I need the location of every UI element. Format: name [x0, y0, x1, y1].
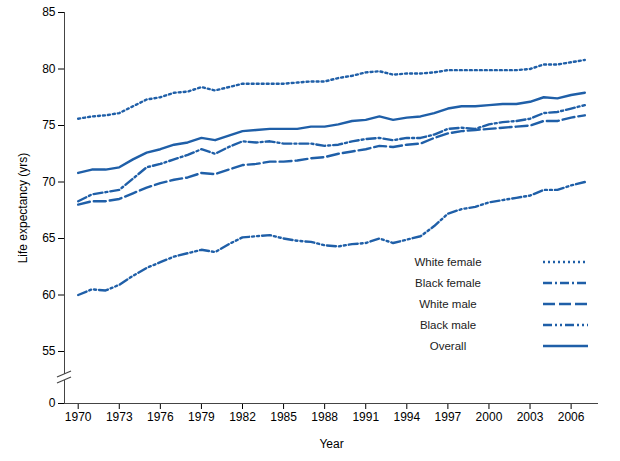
svg-text:75: 75: [42, 118, 56, 132]
svg-text:2003: 2003: [517, 410, 544, 424]
svg-text:Overall: Overall: [430, 340, 466, 352]
svg-text:1982: 1982: [229, 410, 256, 424]
svg-text:1988: 1988: [311, 410, 338, 424]
svg-text:Black female: Black female: [415, 277, 481, 289]
svg-text:1985: 1985: [270, 410, 297, 424]
svg-text:1973: 1973: [106, 410, 133, 424]
svg-text:White female: White female: [414, 256, 481, 268]
svg-text:85: 85: [42, 5, 56, 19]
svg-text:1991: 1991: [352, 410, 379, 424]
svg-text:Life expectancy (yrs): Life expectancy (yrs): [16, 153, 30, 264]
svg-text:80: 80: [42, 62, 56, 76]
svg-text:1970: 1970: [65, 410, 92, 424]
svg-text:70: 70: [42, 175, 56, 189]
svg-text:1994: 1994: [393, 410, 420, 424]
svg-text:2006: 2006: [558, 410, 585, 424]
svg-text:Black male: Black male: [420, 319, 476, 331]
svg-text:White male: White male: [419, 298, 477, 310]
svg-text:Year: Year: [319, 437, 343, 451]
svg-text:1979: 1979: [188, 410, 215, 424]
svg-text:65: 65: [42, 231, 56, 245]
svg-text:1997: 1997: [435, 410, 462, 424]
svg-text:55: 55: [42, 344, 56, 358]
svg-text:2000: 2000: [476, 410, 503, 424]
svg-text:0: 0: [49, 396, 56, 410]
svg-text:1976: 1976: [147, 410, 174, 424]
svg-text:60: 60: [42, 288, 56, 302]
